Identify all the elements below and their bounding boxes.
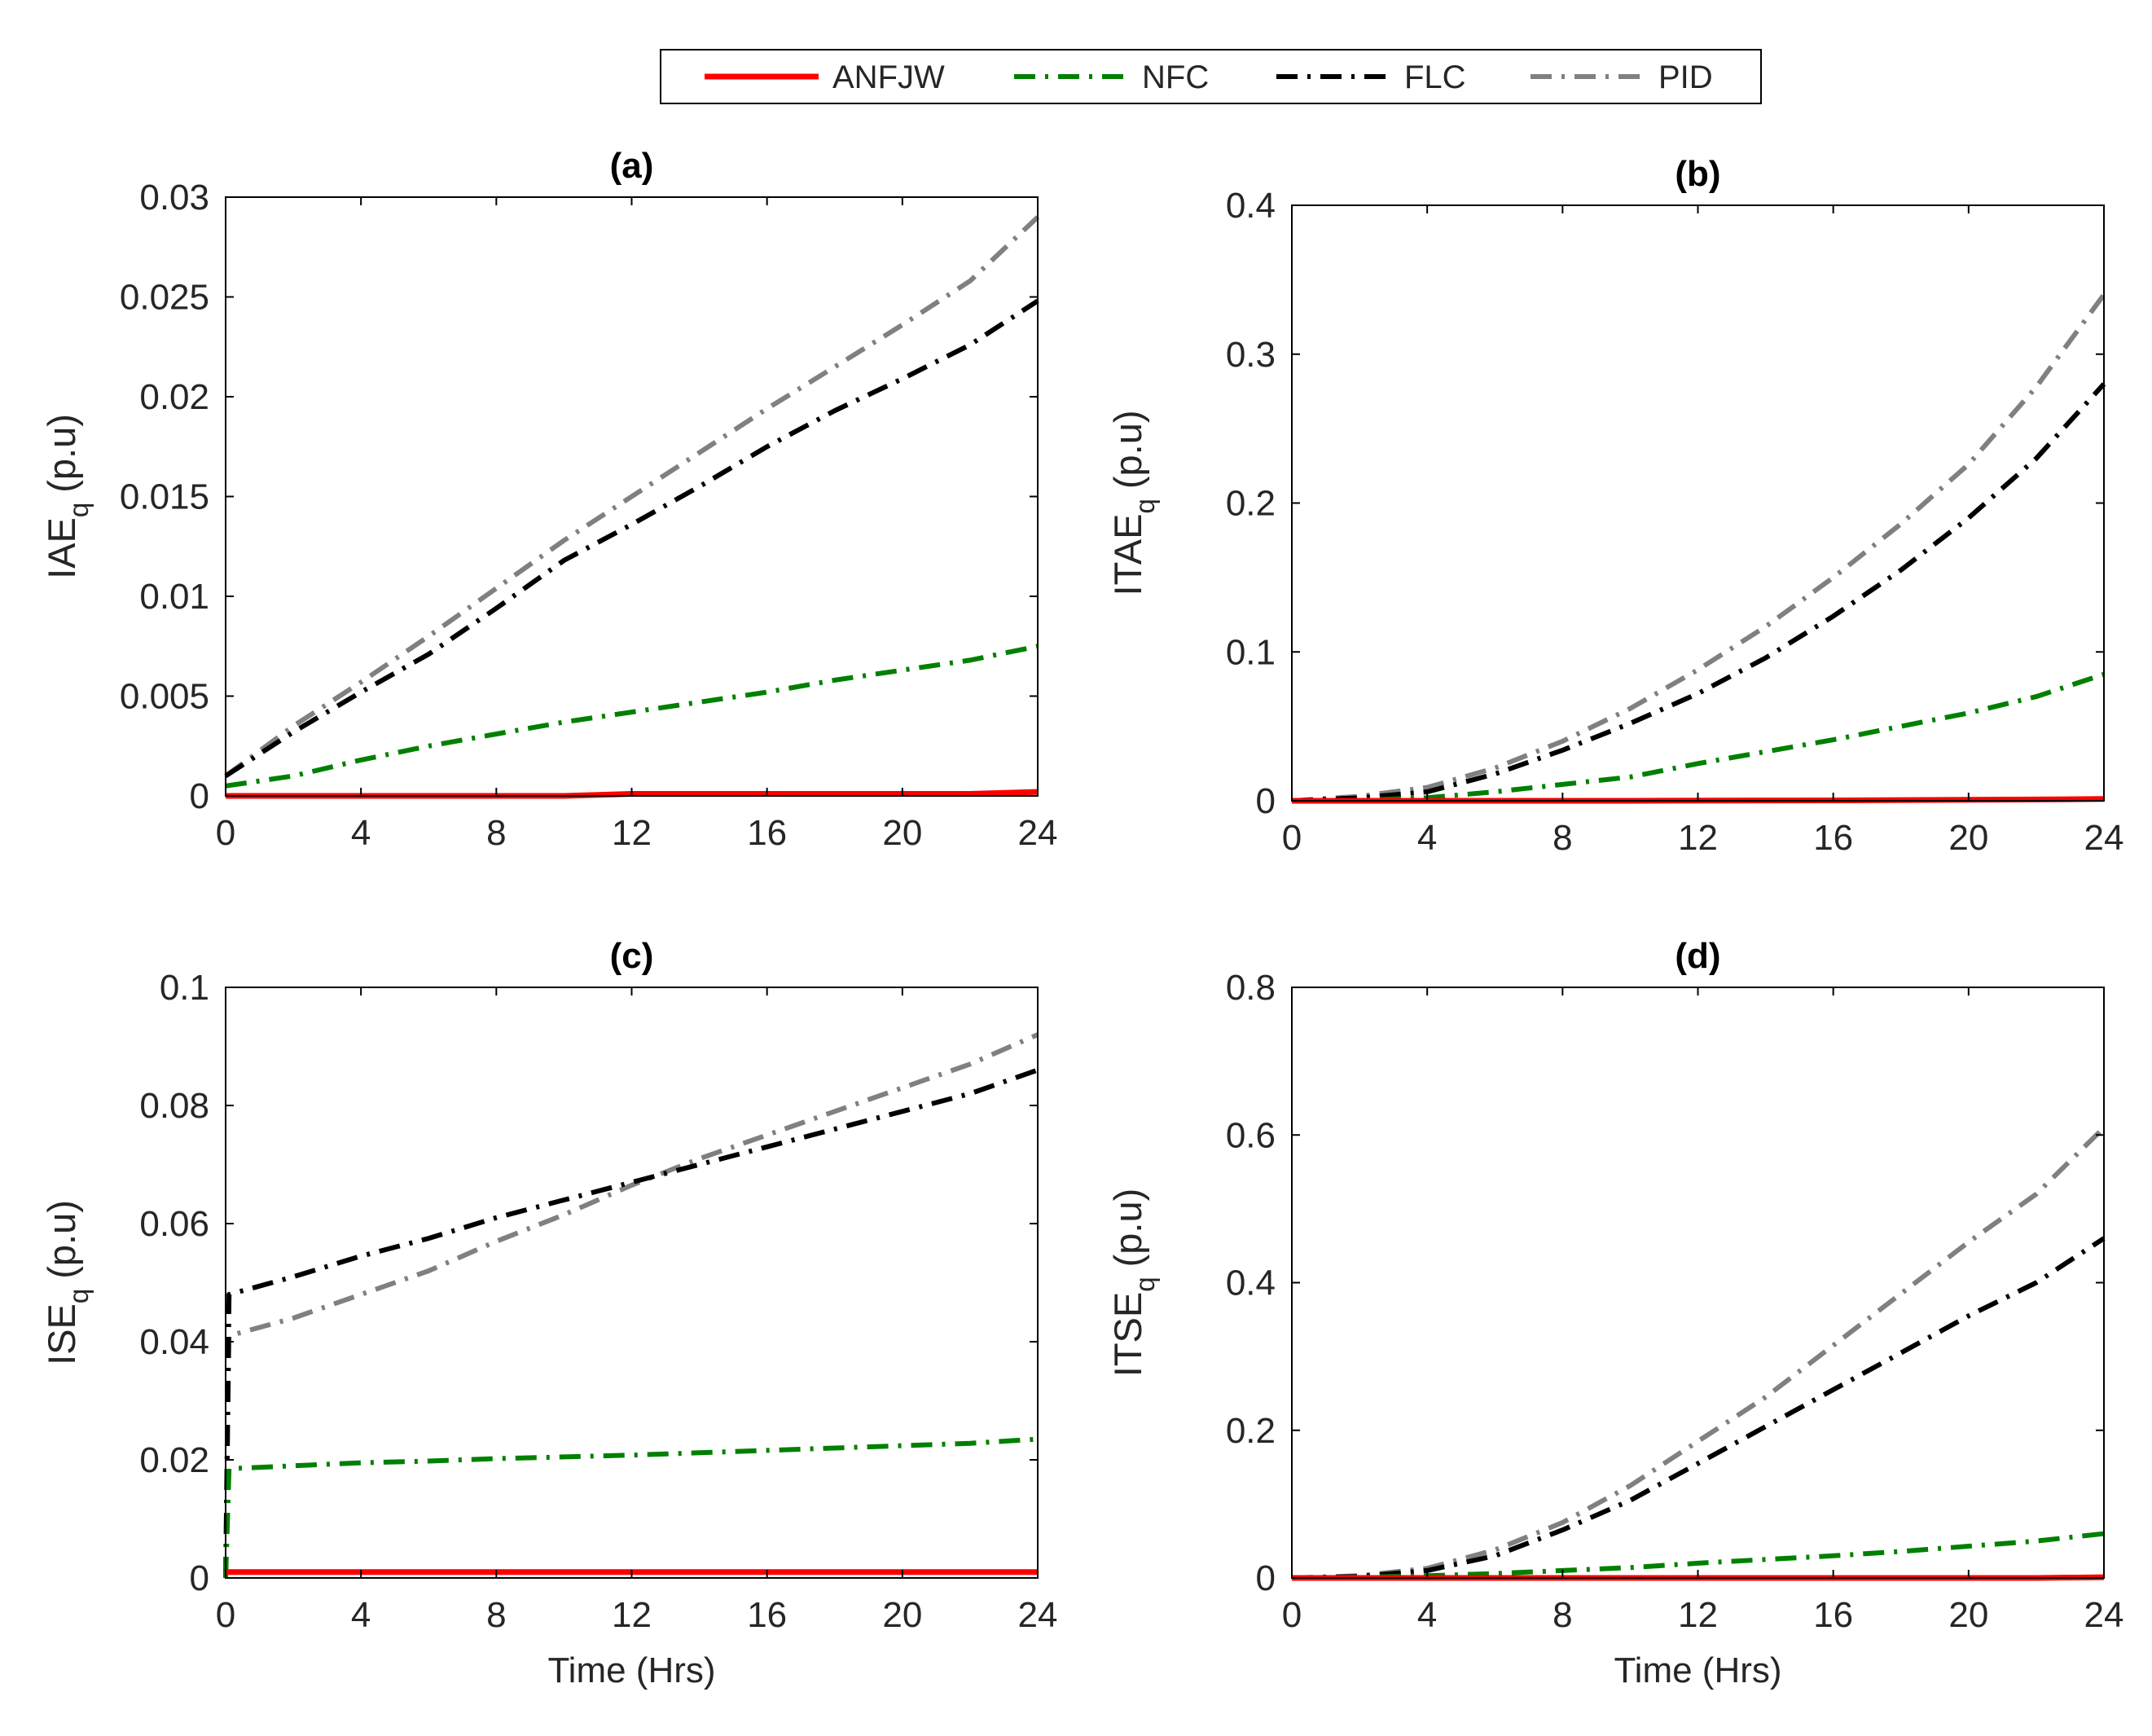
y-tick-label: 0.08 bbox=[139, 1086, 209, 1126]
y-tick-label: 0.02 bbox=[139, 1440, 209, 1480]
x-tick-label: 0 bbox=[1282, 818, 1302, 858]
legend-label-pid: PID bbox=[1658, 59, 1713, 95]
x-tick-label: 8 bbox=[486, 1595, 506, 1635]
y-tick-label: 0.1 bbox=[1226, 632, 1276, 672]
y-tick-label: 0.025 bbox=[120, 278, 209, 318]
y-tick-label: 0.1 bbox=[160, 968, 209, 1008]
plot-area bbox=[1292, 987, 2104, 1578]
x-tick-label: 20 bbox=[1948, 818, 1988, 858]
x-tick-label: 12 bbox=[1678, 1595, 1718, 1635]
x-tick-label: 0 bbox=[1282, 1595, 1302, 1635]
x-tick-label: 16 bbox=[747, 813, 787, 853]
y-axis-label-unit: (p.u) bbox=[40, 414, 83, 493]
y-axis-label-main: ITSE bbox=[1106, 1292, 1149, 1377]
y-tick-label: 0.6 bbox=[1226, 1115, 1276, 1155]
x-tick-label: 24 bbox=[1018, 813, 1058, 853]
y-tick-label: 0.2 bbox=[1226, 484, 1276, 524]
panel-c: 0 4 8 12 16 20 24 0 0.02 0.04 0.06 0.08 0.1 (c) ISEq (p… bbox=[40, 936, 1057, 1690]
y-axis-label-subscript: q bbox=[1130, 1277, 1160, 1291]
x-tick-label: 20 bbox=[882, 813, 922, 853]
y-tick-label: 0.01 bbox=[139, 577, 209, 617]
y-axis-label-subscript: q bbox=[64, 503, 94, 517]
y-tick-label: 0 bbox=[1256, 1558, 1276, 1598]
legend-label-flc: FLC bbox=[1404, 59, 1466, 95]
series-line-pid bbox=[224, 215, 1040, 778]
x-tick-label: 16 bbox=[1813, 818, 1853, 858]
y-axis-label-subscript: q bbox=[64, 1289, 94, 1303]
plot-area bbox=[1292, 205, 2104, 801]
y-axis-label: ITAEq (p.u) bbox=[1106, 411, 1160, 596]
y-tick-label: 0 bbox=[1256, 781, 1276, 821]
y-tick-label: 0.06 bbox=[139, 1204, 209, 1244]
legend-box bbox=[660, 49, 1762, 104]
y-axis-label-unit: (p.u) bbox=[1106, 1189, 1149, 1268]
plot-area bbox=[226, 987, 1038, 1578]
x-tick-label: 20 bbox=[882, 1595, 922, 1635]
y-tick-label: 0.8 bbox=[1226, 968, 1276, 1008]
y-axis-label-unit: (p.u) bbox=[40, 1200, 83, 1279]
y-axis-label: ITSEq (p.u) bbox=[1106, 1189, 1160, 1377]
series-line-pid bbox=[223, 1032, 1039, 1579]
y-tick-label: 0.2 bbox=[1226, 1411, 1276, 1451]
panel-a: 0 4 8 12 16 20 24 0 0.005 0.01 0.015 0.02 0.025 0.03 (… bbox=[40, 146, 1057, 853]
y-tick-label: 0.015 bbox=[120, 477, 209, 517]
x-tick-label: 20 bbox=[1948, 1595, 1988, 1635]
y-tick-label: 0 bbox=[190, 1558, 209, 1598]
panel-title: (b) bbox=[1675, 154, 1720, 194]
series-line-flc bbox=[1291, 382, 2106, 803]
legend-label-nfc: NFC bbox=[1142, 59, 1209, 95]
y-tick-label: 0.4 bbox=[1226, 1264, 1276, 1303]
y-tick-label: 0.4 bbox=[1226, 186, 1276, 226]
x-tick-label: 4 bbox=[351, 813, 371, 853]
y-axis-label: IAEq (p.u) bbox=[40, 414, 94, 579]
y-axis-label-subscript: q bbox=[1130, 499, 1160, 513]
y-axis-label-main: ISE bbox=[40, 1303, 83, 1365]
panel-d: 0 4 8 12 16 20 24 0 0.2 0.4 0.6 0.8 (d) ITSEq (p.u) Tim… bbox=[1106, 936, 2123, 1690]
x-tick-label: 8 bbox=[1553, 1595, 1572, 1635]
panel-b: 0 4 8 12 16 20 24 0 0.1 0.2 0.3 0.4 (b) ITAEq (p.u) bbox=[1106, 154, 2123, 858]
x-tick-label: 16 bbox=[747, 1595, 787, 1635]
legend-label-anfjw: ANFJW bbox=[832, 59, 945, 95]
series-line-nfc bbox=[223, 1436, 1039, 1579]
y-axis-label-main: ITAE bbox=[1106, 514, 1149, 596]
y-tick-label: 0.005 bbox=[120, 677, 209, 717]
y-axis-label-main: IAE bbox=[40, 517, 83, 579]
x-axis-label: Time (Hrs) bbox=[547, 1650, 715, 1690]
x-tick-label: 24 bbox=[2084, 1595, 2124, 1635]
x-tick-label: 12 bbox=[612, 813, 652, 853]
x-tick-label: 12 bbox=[1678, 818, 1718, 858]
series-line-pid bbox=[1291, 292, 2106, 803]
x-tick-label: 24 bbox=[2084, 818, 2124, 858]
x-tick-label: 12 bbox=[612, 1595, 652, 1635]
x-tick-label: 4 bbox=[351, 1595, 371, 1635]
x-tick-label: 8 bbox=[486, 813, 506, 853]
y-tick-label: 0.02 bbox=[139, 377, 209, 417]
x-tick-label: 4 bbox=[1417, 818, 1437, 858]
x-axis-label: Time (Hrs) bbox=[1614, 1650, 1781, 1690]
x-tick-label: 0 bbox=[216, 1595, 235, 1635]
x-tick-label: 4 bbox=[1417, 1595, 1437, 1635]
panel-title: (d) bbox=[1675, 936, 1720, 976]
y-axis-label: ISEq (p.u) bbox=[40, 1200, 94, 1365]
x-tick-label: 24 bbox=[1018, 1595, 1058, 1635]
y-axis-label-unit: (p.u) bbox=[1106, 411, 1149, 490]
x-tick-label: 16 bbox=[1813, 1595, 1853, 1635]
panel-title: (a) bbox=[610, 146, 654, 186]
series-line-nfc bbox=[225, 644, 1039, 789]
legend: ANFJW NFC FLC PID bbox=[660, 49, 1762, 104]
series-line-flc bbox=[223, 1067, 1039, 1579]
x-tick-label: 0 bbox=[216, 813, 235, 853]
y-tick-label: 0.03 bbox=[139, 178, 209, 218]
x-tick-label: 8 bbox=[1553, 818, 1572, 858]
y-tick-label: 0.3 bbox=[1226, 335, 1276, 375]
y-tick-label: 0.04 bbox=[139, 1322, 209, 1362]
y-tick-label: 0 bbox=[190, 776, 209, 816]
panel-title: (c) bbox=[610, 936, 654, 976]
